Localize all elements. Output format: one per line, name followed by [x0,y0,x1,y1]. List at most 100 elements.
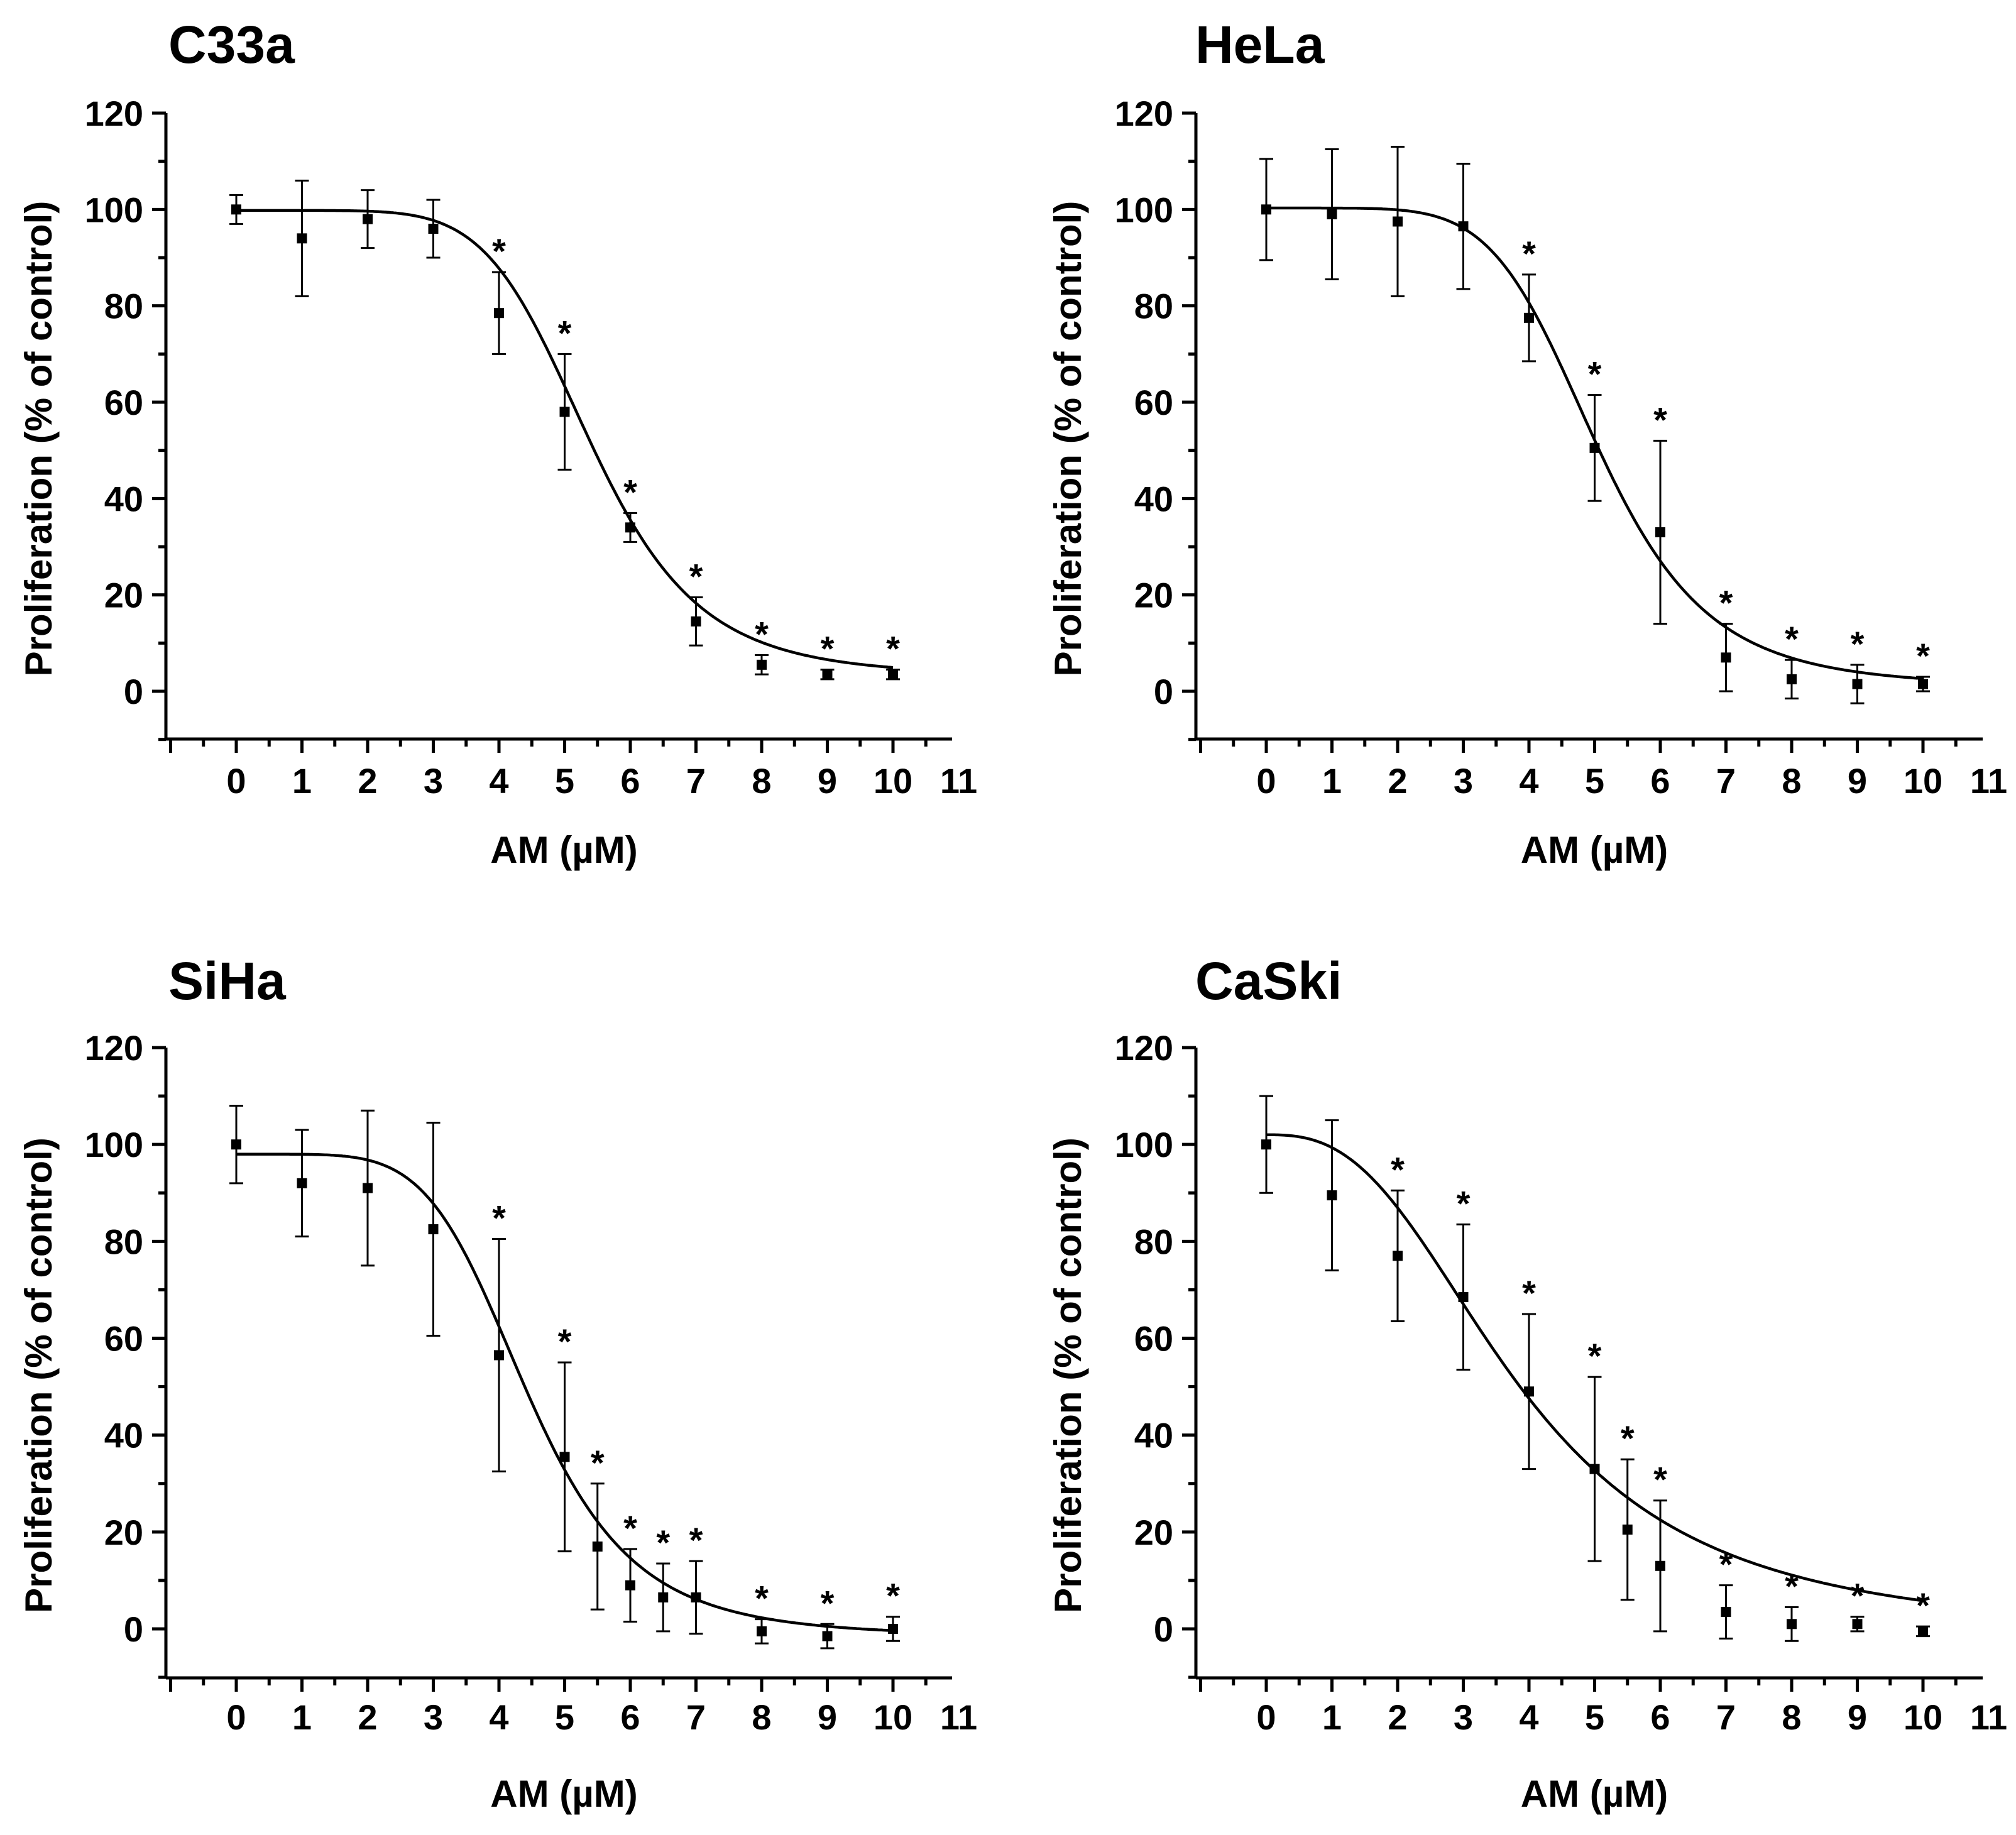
significance-star: * [1851,624,1865,664]
significance-star: * [1719,583,1733,623]
x-axis-title: AM (µM) [490,1773,638,1815]
data-point [1721,652,1731,663]
x-tick-label: 0 [226,761,246,801]
data-point [822,1631,833,1641]
y-tick-label: 80 [1134,1222,1173,1261]
data-point [1327,1190,1337,1201]
significance-star: * [492,231,506,271]
significance-star: * [591,1443,605,1482]
x-tick-label: 3 [424,1697,443,1737]
y-tick-label: 60 [1134,383,1173,422]
x-tick-label: 3 [1454,761,1473,801]
significance-star: * [1522,1273,1536,1313]
x-tick-label: 7 [1716,1697,1736,1737]
significance-star: * [886,629,900,669]
y-tick-label: 120 [85,94,143,133]
x-tick-label: 11 [1970,761,2007,801]
significance-star: * [1785,1566,1799,1606]
x-tick-label: 7 [686,1697,706,1737]
y-tick-label: 20 [104,1513,143,1552]
data-point [888,669,898,680]
panel-siha: SiHa 0 20 40 60 80 100 120 0 1 2 3 4 5 6 7 8 9 10 11 AM (µM)… [18,951,977,1815]
data-point [297,1178,307,1188]
y-tick-label: 60 [1134,1319,1173,1359]
data-point [1589,442,1600,453]
data-point [1852,1619,1863,1630]
significance-star: * [1653,1460,1667,1499]
x-tick-label: 11 [1970,1697,2007,1737]
panel-caski: CaSki 0 20 40 60 80 100 120 0 1 2 3 4 5 6 7 8 9 10 11 AM (µM… [1047,951,2007,1815]
x-tick-label: 1 [1322,761,1342,801]
data-point [297,233,307,244]
data-point [888,1624,898,1634]
significance-star: * [1621,1418,1635,1458]
data-point [1918,679,1928,689]
significance-star: * [492,1198,506,1237]
data-point [363,1183,373,1193]
x-tick-label: 8 [1782,761,1801,801]
y-tick-label: 20 [104,576,143,615]
x-tick-label: 2 [1388,1697,1407,1737]
data-point [494,1350,504,1361]
significance-star: * [1719,1545,1733,1584]
significance-star: * [1653,400,1667,439]
data-point [559,1452,570,1462]
y-tick-label: 120 [85,1028,143,1068]
data-point [1721,1607,1731,1618]
significance-star: * [755,1579,769,1618]
x-tick-label: 7 [686,761,706,801]
x-tick-label: 2 [358,761,377,801]
y-axis-title: Proliferation (% of control) [18,201,60,677]
data-point [1918,1626,1928,1636]
x-tick-label: 10 [874,1697,912,1737]
significance-star: * [821,1583,835,1623]
x-tick-label: 2 [358,1697,377,1737]
significance-star: * [623,472,637,512]
x-tick-label: 3 [1454,1697,1473,1737]
data-point [559,407,570,417]
x-tick-label: 0 [1256,761,1276,801]
significance-star: * [1916,636,1930,676]
x-tick-label: 11 [940,761,977,801]
significance-star: * [1457,1183,1471,1223]
panel-hela: HeLa 0 20 40 60 80 100 120 0 1 2 3 4 5 6 7 8 9 10 11 AM (µM)… [1047,15,2007,871]
x-tick-label: 5 [1585,761,1604,801]
x-tick-label: 6 [1650,761,1670,801]
data-point [494,308,504,319]
x-tick-label: 7 [1716,761,1736,801]
y-tick-label: 40 [104,1416,143,1455]
data-point [1393,1251,1403,1261]
y-tick-label: 100 [1115,190,1173,229]
y-axis-title: Proliferation (% of control) [1047,1137,1089,1613]
y-tick-label: 80 [104,287,143,326]
y-tick-label: 100 [85,190,143,229]
significance-star: * [558,313,572,353]
significance-star: * [1916,1586,1930,1625]
panel-title: HeLa [1195,15,1325,74]
y-tick-label: 100 [1115,1125,1173,1164]
significance-star: * [689,1520,703,1560]
x-tick-label: 4 [489,761,508,801]
significance-star: * [821,629,835,669]
y-tick-label: 20 [1134,1513,1173,1552]
y-tick-label: 120 [1115,94,1173,133]
significance-star: * [1588,354,1602,394]
data-point [1655,527,1665,537]
significance-star: * [1588,1336,1602,1376]
x-axis-title: AM (µM) [490,829,638,871]
x-tick-label: 1 [1322,1697,1342,1737]
x-tick-label: 1 [292,1697,312,1737]
significance-star: * [1522,234,1536,273]
x-tick-label: 10 [1904,761,1942,801]
data-point [428,1224,439,1235]
y-tick-label: 40 [1134,479,1173,518]
data-point [1655,1560,1665,1571]
x-tick-label: 4 [1519,1697,1538,1737]
data-point [691,1592,701,1602]
x-tick-label: 3 [424,761,443,801]
x-tick-label: 9 [818,1697,837,1737]
x-tick-label: 0 [1256,1697,1276,1737]
y-tick-label: 120 [1115,1028,1173,1068]
panel-title: C33a [168,15,295,74]
